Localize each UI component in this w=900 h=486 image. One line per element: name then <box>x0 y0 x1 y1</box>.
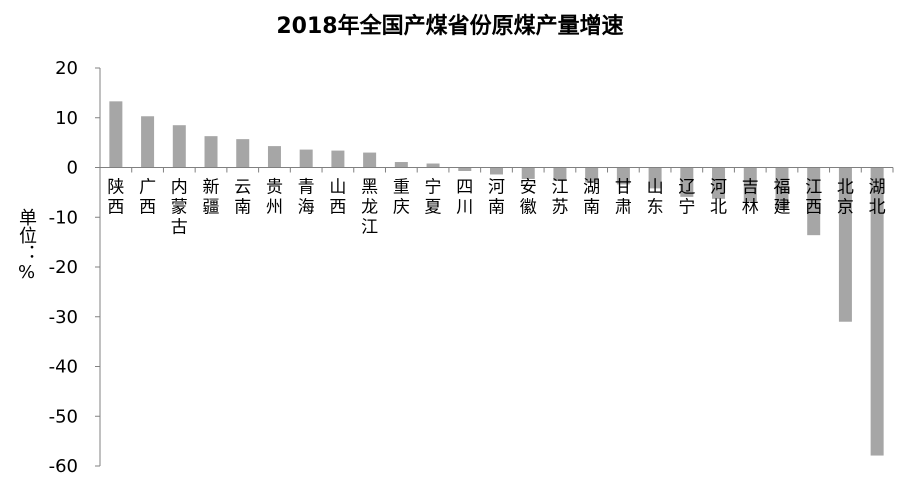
category-label: 重庆 <box>393 178 410 218</box>
category-label: 安徽 <box>520 178 537 218</box>
category-label: 河北 <box>710 178 727 218</box>
bar-江西 <box>807 167 821 236</box>
bar-黑龙江 <box>363 152 377 168</box>
category-label: 江苏 <box>551 178 568 218</box>
chart-title: 2018年全国产煤省份原煤产量增速 <box>276 14 624 39</box>
category-label: 江西 <box>805 178 822 218</box>
category-label: 北京 <box>837 178 854 218</box>
bar-吉林 <box>743 167 757 202</box>
category-label: 云南 <box>234 178 251 218</box>
bar-河北 <box>712 167 726 199</box>
bar-湖南 <box>585 167 599 183</box>
category-label: 贵州 <box>266 178 283 218</box>
bar-山东 <box>648 167 662 189</box>
y-tick-label: 10 <box>55 108 78 129</box>
category-label: 福建 <box>773 178 790 218</box>
y-tick-label: -30 <box>49 307 78 328</box>
category-label: 山西 <box>329 178 346 218</box>
bar-宁夏 <box>426 163 440 168</box>
bar-山西 <box>331 150 345 168</box>
category-label: 黑龙江 <box>361 178 378 238</box>
bar-江苏 <box>553 167 567 181</box>
y-tick-label: -20 <box>49 257 78 278</box>
bar-辽宁 <box>680 167 694 197</box>
bar-内蒙古 <box>172 125 186 168</box>
y-tick-label: -60 <box>49 456 78 477</box>
bar-四川 <box>458 167 472 171</box>
category-label: 陕西 <box>107 178 124 218</box>
category-label: 山东 <box>647 178 664 218</box>
y-tick-label: 0 <box>67 158 78 179</box>
category-label: 四川 <box>456 178 473 218</box>
category-label: 内蒙古 <box>171 178 188 238</box>
bar-湖北 <box>870 167 884 456</box>
y-tick-label: -10 <box>49 207 78 228</box>
bar-北京 <box>838 167 852 322</box>
category-label: 湖北 <box>869 178 886 218</box>
bar-福建 <box>775 167 789 210</box>
bar-青海 <box>299 149 313 168</box>
y-tick-label: 20 <box>55 58 78 79</box>
category-label: 河南 <box>488 178 505 218</box>
bar-贵州 <box>267 146 281 168</box>
bar-新疆 <box>204 136 218 168</box>
category-label: 吉林 <box>742 178 759 218</box>
bar-安徽 <box>521 167 535 179</box>
bar-云南 <box>236 139 250 168</box>
bar-河南 <box>490 167 503 175</box>
y-axis-label: 单位：% <box>16 208 37 283</box>
y-tick-label: -40 <box>49 357 78 378</box>
bar-广西 <box>141 116 155 168</box>
y-tick-label: -50 <box>49 406 78 427</box>
bar-陕西 <box>109 101 123 168</box>
category-label: 宁夏 <box>425 178 442 218</box>
category-label: 广西 <box>139 178 156 218</box>
category-label: 青海 <box>298 178 315 218</box>
category-label: 湖南 <box>583 178 600 218</box>
bar-重庆 <box>394 162 408 168</box>
category-label: 甘肃 <box>615 178 632 218</box>
category-label: 新疆 <box>203 178 220 218</box>
category-label: 辽宁 <box>678 178 695 218</box>
bar-甘肃 <box>616 167 630 185</box>
